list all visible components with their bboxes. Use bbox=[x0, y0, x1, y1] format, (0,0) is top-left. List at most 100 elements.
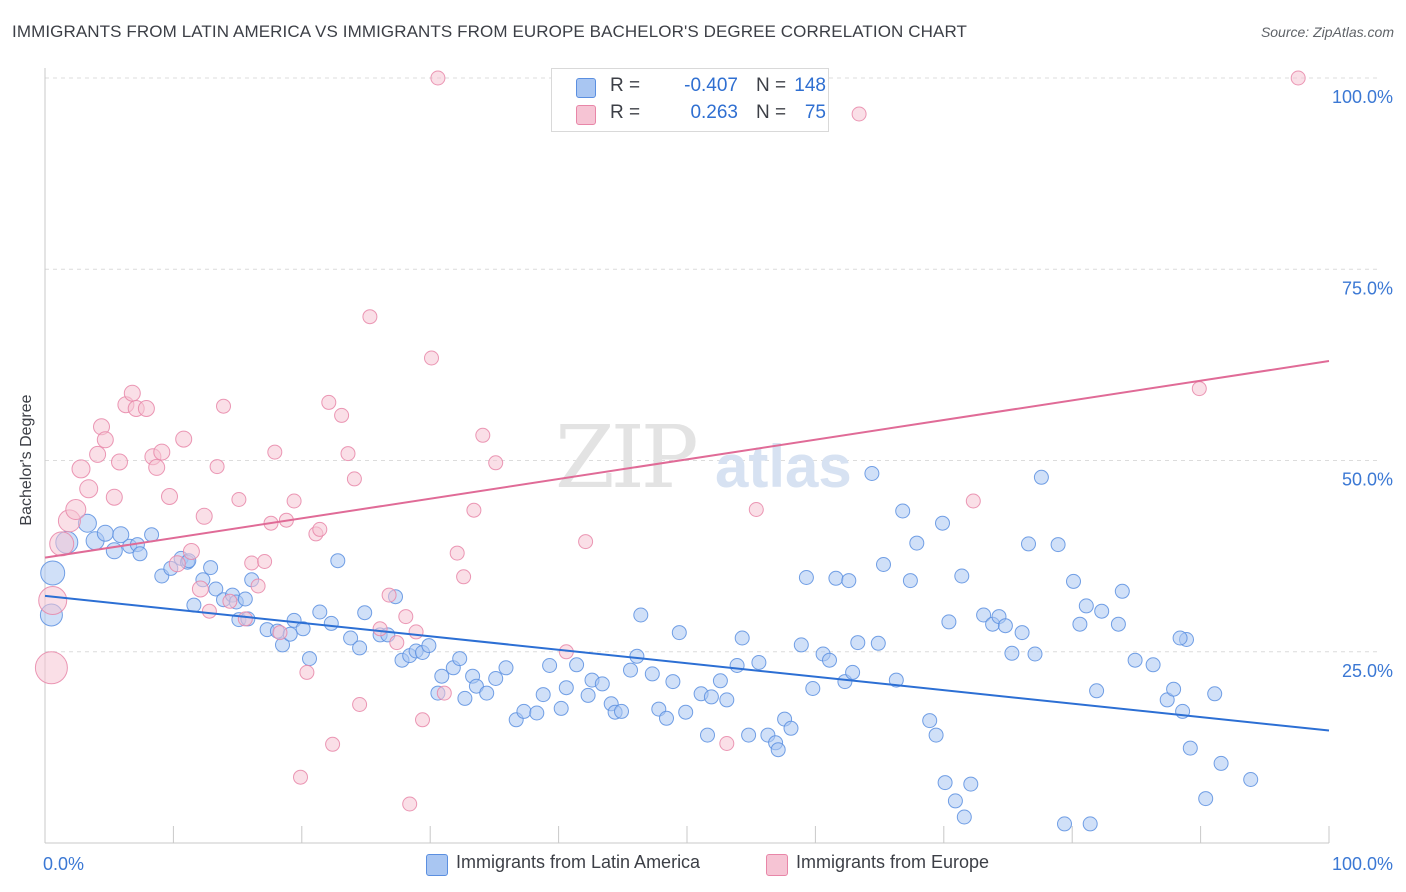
data-point-latin-america bbox=[805, 681, 821, 696]
y-tick-label: 50.0% bbox=[1342, 470, 1393, 490]
data-point-latin-america bbox=[902, 573, 918, 589]
data-point-latin-america bbox=[569, 657, 585, 673]
data-point-latin-america bbox=[947, 793, 963, 809]
data-point-latin-america bbox=[623, 662, 638, 678]
data-point-europe bbox=[38, 586, 68, 615]
data-point-latin-america bbox=[828, 570, 844, 586]
data-point-europe bbox=[216, 398, 231, 414]
y-axis-label: Bachelor's Degree bbox=[18, 394, 35, 526]
data-point-latin-america bbox=[644, 666, 660, 682]
data-point-latin-america bbox=[457, 690, 473, 706]
data-point-latin-america bbox=[1066, 573, 1081, 589]
data-point-europe bbox=[408, 624, 424, 640]
data-point-latin-america bbox=[729, 658, 745, 673]
data-point-latin-america bbox=[343, 630, 359, 646]
legend-r-label: R = bbox=[610, 102, 641, 123]
bottom-legend-label: Immigrants from Europe bbox=[796, 852, 990, 872]
data-point-latin-america bbox=[1089, 683, 1105, 699]
y-tick-label: 25.0% bbox=[1342, 661, 1393, 681]
data-point-europe bbox=[299, 664, 315, 680]
data-point-europe bbox=[148, 458, 166, 476]
x-tick-label: 0.0% bbox=[43, 854, 84, 874]
data-point-latin-america bbox=[1198, 791, 1214, 807]
data-point-europe bbox=[389, 635, 405, 651]
data-point-latin-america bbox=[516, 703, 532, 719]
data-point-latin-america bbox=[112, 526, 130, 544]
data-point-latin-america bbox=[580, 687, 596, 703]
data-point-latin-america bbox=[479, 685, 495, 701]
data-point-europe bbox=[89, 445, 107, 463]
data-point-europe bbox=[137, 400, 155, 417]
data-point-latin-america bbox=[633, 607, 649, 623]
data-point-europe bbox=[1191, 381, 1207, 397]
data-point-latin-america bbox=[1243, 772, 1259, 787]
data-point-europe bbox=[257, 554, 273, 569]
data-point-latin-america bbox=[712, 673, 728, 689]
data-point-europe bbox=[231, 492, 247, 507]
data-point-latin-america bbox=[703, 689, 719, 705]
legend-n-label: N = bbox=[756, 102, 787, 123]
data-point-europe bbox=[1290, 70, 1306, 86]
data-point-europe bbox=[321, 394, 337, 410]
data-point-latin-america bbox=[614, 703, 629, 719]
chart-title: IMMIGRANTS FROM LATIN AMERICA VS IMMIGRA… bbox=[12, 22, 968, 41]
data-point-latin-america bbox=[594, 676, 610, 692]
data-point-europe bbox=[34, 651, 68, 685]
data-point-latin-america bbox=[1072, 616, 1088, 632]
data-point-europe bbox=[340, 446, 356, 462]
data-point-latin-america bbox=[876, 557, 891, 572]
x-tick-label: 100.0% bbox=[1332, 854, 1393, 874]
data-point-latin-america bbox=[928, 727, 944, 743]
series-europe bbox=[34, 70, 1306, 812]
legend-r-value: 0.263 bbox=[690, 102, 738, 123]
data-point-latin-america bbox=[1182, 740, 1198, 756]
data-point-europe bbox=[168, 555, 186, 573]
data-point-latin-america bbox=[237, 591, 253, 607]
data-point-latin-america bbox=[895, 503, 911, 519]
data-point-latin-america bbox=[434, 668, 450, 684]
data-point-latin-america bbox=[922, 713, 938, 729]
trend-lines bbox=[44, 360, 1330, 732]
data-point-latin-america bbox=[1082, 816, 1098, 832]
data-point-europe bbox=[475, 427, 491, 443]
data-point-latin-america bbox=[1078, 598, 1094, 614]
data-point-europe bbox=[123, 384, 141, 402]
data-point-europe bbox=[748, 502, 764, 517]
data-point-latin-america bbox=[558, 680, 574, 696]
legend-n-value: 148 bbox=[794, 75, 826, 96]
data-point-latin-america bbox=[629, 648, 645, 664]
data-point-europe bbox=[79, 479, 99, 499]
data-point-latin-america bbox=[956, 809, 972, 825]
data-point-latin-america bbox=[1033, 469, 1049, 485]
data-point-latin-america bbox=[529, 705, 545, 721]
legend-swatch-pink bbox=[576, 105, 596, 125]
data-point-europe bbox=[250, 578, 266, 594]
data-point-latin-america bbox=[665, 674, 681, 690]
data-point-europe bbox=[312, 521, 328, 537]
data-point-europe bbox=[851, 106, 867, 122]
data-point-latin-america bbox=[954, 568, 970, 584]
data-point-latin-america bbox=[1057, 816, 1072, 832]
data-point-latin-america bbox=[1004, 645, 1020, 661]
data-point-latin-america bbox=[963, 776, 979, 792]
data-point-latin-america bbox=[1021, 536, 1036, 552]
data-point-europe bbox=[578, 534, 594, 550]
data-point-latin-america bbox=[421, 638, 437, 654]
data-point-latin-america bbox=[783, 720, 799, 736]
data-point-europe bbox=[352, 697, 368, 712]
data-point-europe bbox=[488, 455, 504, 471]
data-point-latin-america bbox=[678, 704, 694, 720]
data-point-europe bbox=[201, 603, 217, 619]
data-point-europe bbox=[96, 431, 114, 449]
data-point-latin-america bbox=[295, 621, 311, 637]
data-point-europe bbox=[267, 444, 283, 460]
data-point-europe bbox=[222, 593, 238, 609]
data-point-latin-america bbox=[132, 546, 148, 562]
data-point-europe bbox=[362, 309, 378, 325]
data-point-latin-america bbox=[352, 640, 368, 656]
data-point-latin-america bbox=[40, 560, 66, 586]
data-point-europe bbox=[153, 443, 171, 461]
data-point-latin-america bbox=[793, 637, 809, 653]
data-point-latin-america bbox=[976, 607, 992, 623]
data-point-europe bbox=[372, 621, 388, 637]
